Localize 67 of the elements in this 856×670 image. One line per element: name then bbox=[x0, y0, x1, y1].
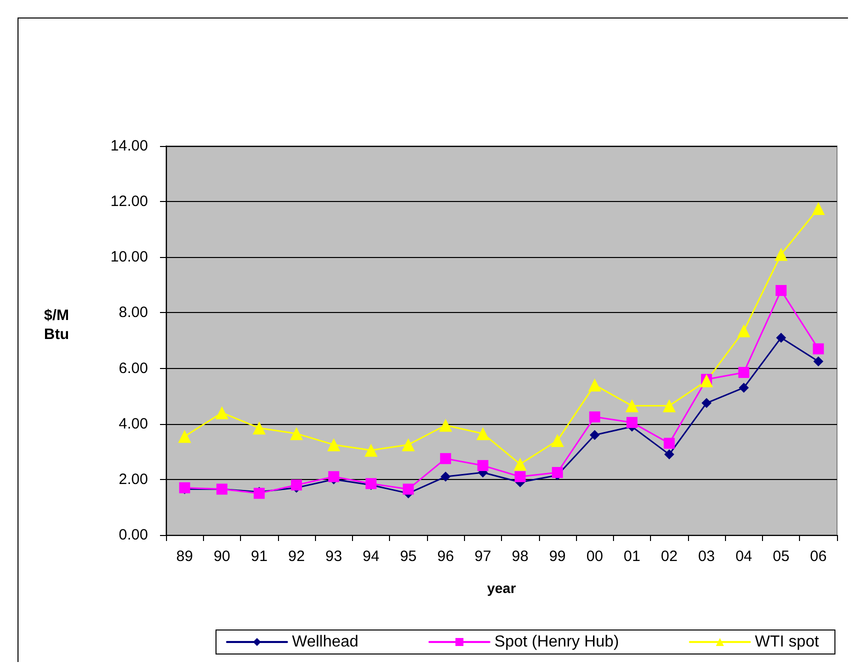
x-tick-label: 02 bbox=[660, 548, 678, 565]
y-tick-label: 6.00 bbox=[118, 360, 148, 377]
point bbox=[440, 453, 452, 464]
y-tick-label: 14.00 bbox=[110, 138, 148, 154]
point bbox=[476, 427, 490, 440]
point bbox=[215, 406, 228, 420]
point bbox=[514, 458, 527, 471]
point bbox=[664, 438, 675, 449]
point bbox=[737, 324, 750, 338]
x-tick-label: 93 bbox=[325, 548, 342, 565]
point bbox=[662, 399, 676, 412]
point bbox=[252, 422, 266, 435]
point bbox=[327, 438, 340, 452]
point bbox=[364, 444, 378, 457]
y-tick-label: 10.00 bbox=[110, 248, 148, 266]
point bbox=[738, 382, 749, 393]
x-tick-label: 95 bbox=[400, 548, 417, 565]
legend-label: WTI spot bbox=[754, 634, 820, 650]
point bbox=[440, 472, 451, 482]
legend-label: Wellhead bbox=[292, 634, 358, 650]
point bbox=[812, 202, 825, 216]
y-tick-label: 0.00 bbox=[118, 526, 148, 544]
x-tick-label: 03 bbox=[698, 548, 715, 565]
point bbox=[477, 460, 488, 472]
x-tick-label: 04 bbox=[735, 548, 752, 565]
point bbox=[402, 438, 415, 452]
point bbox=[590, 430, 600, 440]
point bbox=[550, 434, 564, 448]
x-tick-label: 96 bbox=[437, 548, 454, 565]
point bbox=[776, 284, 787, 296]
point bbox=[813, 356, 824, 366]
point bbox=[514, 471, 526, 482]
point bbox=[812, 343, 824, 354]
point bbox=[702, 398, 712, 408]
y-tick-label: 2.00 bbox=[118, 470, 148, 488]
y-tick-label: 12.00 bbox=[110, 193, 148, 210]
legend-label: Spot (Henry Hub) bbox=[494, 634, 619, 650]
point bbox=[588, 378, 602, 392]
point bbox=[589, 411, 600, 422]
x-tick-label: 00 bbox=[586, 548, 604, 565]
x-tick-label: 90 bbox=[214, 548, 230, 565]
x-tick-label: 97 bbox=[474, 548, 492, 565]
y-tick-label: 4.00 bbox=[118, 415, 148, 432]
x-tick-label: 01 bbox=[624, 548, 640, 565]
point bbox=[552, 466, 563, 478]
x-tick-label: 92 bbox=[288, 548, 305, 565]
x-tick-label: 05 bbox=[772, 548, 790, 565]
point bbox=[664, 449, 674, 460]
point bbox=[625, 399, 638, 412]
x-tick-label: 89 bbox=[176, 548, 193, 565]
point bbox=[402, 484, 414, 495]
x-tick-label: 94 bbox=[362, 548, 380, 565]
x-tick-label: 91 bbox=[250, 548, 268, 565]
point bbox=[738, 366, 750, 378]
point bbox=[439, 418, 452, 432]
point bbox=[178, 430, 192, 443]
point bbox=[776, 332, 786, 343]
point bbox=[290, 427, 303, 440]
point bbox=[700, 374, 714, 388]
x-axis-title: year bbox=[487, 580, 516, 596]
x-tick-label: 99 bbox=[549, 548, 566, 565]
point bbox=[626, 416, 638, 428]
x-tick-label: 98 bbox=[512, 548, 528, 565]
point bbox=[774, 248, 788, 261]
y-axis-title: $/MBtu bbox=[44, 307, 70, 343]
y-tick-label: 8.00 bbox=[118, 304, 148, 322]
x-tick-label: 06 bbox=[810, 548, 827, 565]
